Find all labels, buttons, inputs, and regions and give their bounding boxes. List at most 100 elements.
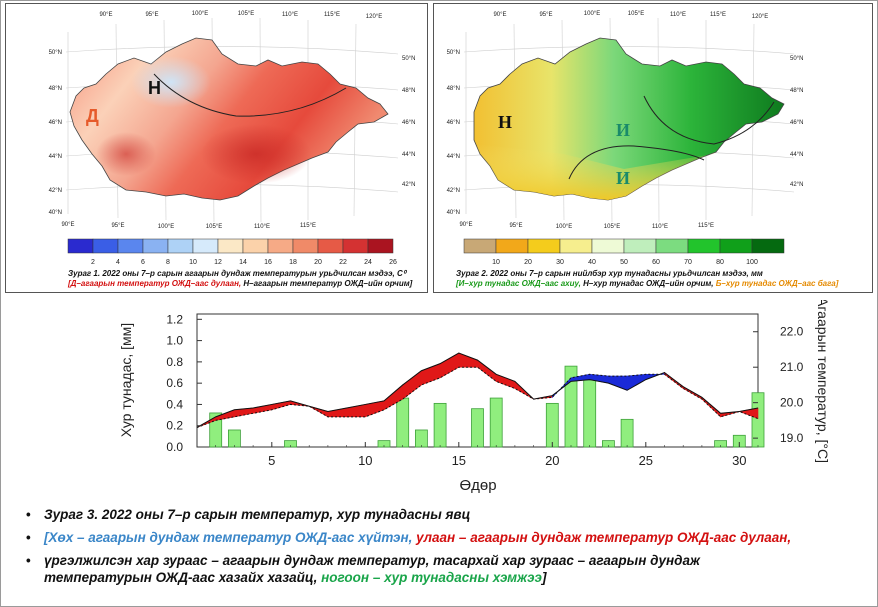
- map2-colorbar-label: 30: [556, 259, 564, 266]
- x-tick-label: 25: [639, 453, 653, 468]
- map2-caption-normal: Н–хур тунадас ОЖД–ийн орчим,: [580, 279, 714, 288]
- mean-temperature-line: [196, 352, 759, 428]
- y2-axis-label: Агаарын температур, [°C]: [815, 300, 831, 463]
- map2-colorbar: [463, 238, 785, 254]
- map1-colorbar-label: 16: [264, 259, 272, 266]
- map2-lon-tick: 115°E: [710, 12, 726, 18]
- map2-region-label: Н: [498, 112, 512, 132]
- precip-bar: [433, 402, 447, 448]
- map1-lon-tick-bottom: 110°E: [254, 224, 270, 230]
- note-green-legend: ногоон – хур тунадасны хэмжээ: [317, 570, 542, 585]
- map2-lon-tick: 100°E: [584, 11, 600, 17]
- map2-anomaly-contour: [568, 145, 705, 180]
- map2-colorbar-label: 80: [716, 259, 724, 266]
- map1-colorbar-label: 10: [189, 259, 197, 266]
- map1-lat-tick: 50°N: [49, 50, 62, 56]
- map2-lon-tick: 105°E: [628, 11, 644, 17]
- precipitation-forecast-map: Н И И 90°E 95°E 100°E 105°E 110°E 115°E …: [433, 3, 873, 293]
- note-lines-legend: үргэлжилсэн хар зураас – агаарын дундаж …: [44, 553, 700, 568]
- temperature-precipitation-chart: 5 10 15 20 25 30 0.0 0.2 0.4 0.6 0.8 1.0 1.2 19.0 20…: [118, 300, 831, 494]
- y2-tick-label: 19.0: [780, 431, 804, 445]
- map2-lon-tick: 95°E: [539, 12, 552, 18]
- map2-lon-tick: 110°E: [670, 12, 686, 18]
- x-tick-label: 30: [732, 453, 746, 468]
- x-axis-label: Өдөр: [459, 477, 496, 494]
- precip-bar: [751, 392, 765, 448]
- y-tick-label: 0.4: [166, 397, 183, 411]
- map1-lon-tick: 105°E: [238, 11, 254, 17]
- map1-caption-title: Зураг 1. 2022 оны 7–р сарын агаарын дунд…: [68, 269, 406, 278]
- precip-bar: [489, 397, 503, 448]
- y-tick-label: 0.0: [166, 440, 183, 454]
- map1-lon-tick: 100°E: [192, 11, 208, 17]
- map2-caption: Зураг 2. 2022 оны 7–р сарын нийлбэр хур …: [456, 269, 838, 289]
- map1-lon-tick-bottom: 95°E: [111, 223, 124, 229]
- map1-colorbar-label: 8: [166, 259, 170, 266]
- note-red-legend: улаан – агаарын дундаж температур ОЖД-аа…: [412, 530, 792, 545]
- map1-lat-tick: 42°N: [49, 188, 62, 194]
- map1-colorbar-label: 14: [239, 259, 247, 266]
- map2-colorbar-label: 20: [524, 259, 532, 266]
- map1-lon-tick-bottom: 105°E: [206, 224, 222, 230]
- note-item: [Хөх – агаарын дундаж температур ОЖД-аас…: [20, 529, 850, 546]
- map1-lat-tick-right: 48°N: [402, 88, 415, 94]
- map1-lat-tick-right: 46°N: [402, 120, 415, 126]
- map2-caption-title: Зураг 2. 2022 оны 7–р сарын нийлбэр хур …: [456, 269, 763, 278]
- map2-lon-tick-bottom: 90°E: [459, 222, 472, 228]
- map2-lon-tick: 90°E: [493, 12, 506, 18]
- precip-bar: [414, 429, 428, 448]
- map1-colorbar-label: 12: [214, 259, 222, 266]
- y2-tick-label: 20.0: [780, 396, 804, 410]
- map1-colorbar-label: 20: [314, 259, 322, 266]
- map2-lat-tick: 46°N: [447, 120, 460, 126]
- y2-tick-label: 22.0: [780, 325, 804, 339]
- map1-colorbar-label: 6: [141, 259, 145, 266]
- map1-lon-tick-bottom: 90°E: [61, 222, 74, 228]
- map1-lon-tick: 110°E: [282, 12, 298, 18]
- map2-caption-above: [И–хур тунадас ОЖД–аас ахиу,: [456, 279, 581, 288]
- temperature-forecast-map: Н Д 90°E 95°E 100°E 105°E 110°E 115°E 12…: [5, 3, 428, 293]
- map1-lat-tick: 48°N: [49, 86, 62, 92]
- map2-lat-tick-right: 44°N: [790, 152, 803, 158]
- note-blue-legend: [Хөх – агаарын дундаж температур ОЖД-аас…: [44, 530, 413, 545]
- map1-colorbar-label: 24: [364, 259, 372, 266]
- note-figure-title: Зураг 3. 2022 оны 7–р сарын температур, …: [44, 507, 471, 522]
- map1-lat-tick: 44°N: [49, 154, 62, 160]
- map1-colorbar-label: 26: [389, 259, 397, 266]
- map1-region-label: Д: [86, 106, 99, 126]
- x-tick-label: 20: [545, 453, 559, 468]
- map2-colorbar-label: 70: [684, 259, 692, 266]
- map1-lon-tick: 115°E: [324, 12, 340, 18]
- map2-lat-tick-right: 42°N: [790, 182, 803, 188]
- map2-lat-tick-right: 48°N: [790, 88, 803, 94]
- map1-colorbar-label: 22: [339, 259, 347, 266]
- map2-lat-tick: 50°N: [447, 50, 460, 56]
- map1-colorbar: [67, 238, 394, 254]
- y-axis-label: Хур тунадас, [мм]: [118, 323, 134, 437]
- map2-lat-tick-right: 50°N: [790, 56, 803, 62]
- note-item: Зураг 3. 2022 оны 7–р сарын температур, …: [20, 506, 850, 523]
- x-tick-label: 10: [358, 453, 372, 468]
- precip-bar: [620, 418, 634, 448]
- map1-lat-tick-right: 42°N: [402, 182, 415, 188]
- y-tick-label: 1.0: [166, 334, 183, 348]
- map1-lon-tick: 90°E: [99, 12, 112, 18]
- map1-caption-warm: [Д–агаарын температур ОЖД–аас дулаан,: [68, 279, 242, 288]
- map1-lon-tick-bottom: 100°E: [158, 224, 174, 230]
- map1-lon-tick-bottom: 115°E: [300, 223, 316, 229]
- map2-anomaly-contour: [643, 95, 775, 145]
- map2-lon-tick-bottom: 100°E: [556, 224, 572, 230]
- x-tick-label: 5: [268, 453, 275, 468]
- map2-lat-tick: 40°N: [447, 210, 460, 216]
- precip-bar: [471, 408, 484, 448]
- map2-caption-below: Б–хур тунадас ОЖД–аас бага]: [713, 279, 839, 288]
- map2-colorbar-label: 10: [492, 259, 500, 266]
- map1-lat-tick: 46°N: [49, 120, 62, 126]
- x-tick-label: 15: [452, 453, 466, 468]
- map2-lon-tick-bottom: 110°E: [652, 224, 668, 230]
- map1-lat-tick-right: 50°N: [402, 56, 415, 62]
- map1-region-label: Н: [148, 78, 161, 98]
- map1-colorbar-label: 18: [289, 259, 297, 266]
- map1-lon-tick: 120°E: [366, 14, 382, 20]
- map1-caption: Зураг 1. 2022 оны 7–р сарын агаарын дунд…: [68, 269, 412, 289]
